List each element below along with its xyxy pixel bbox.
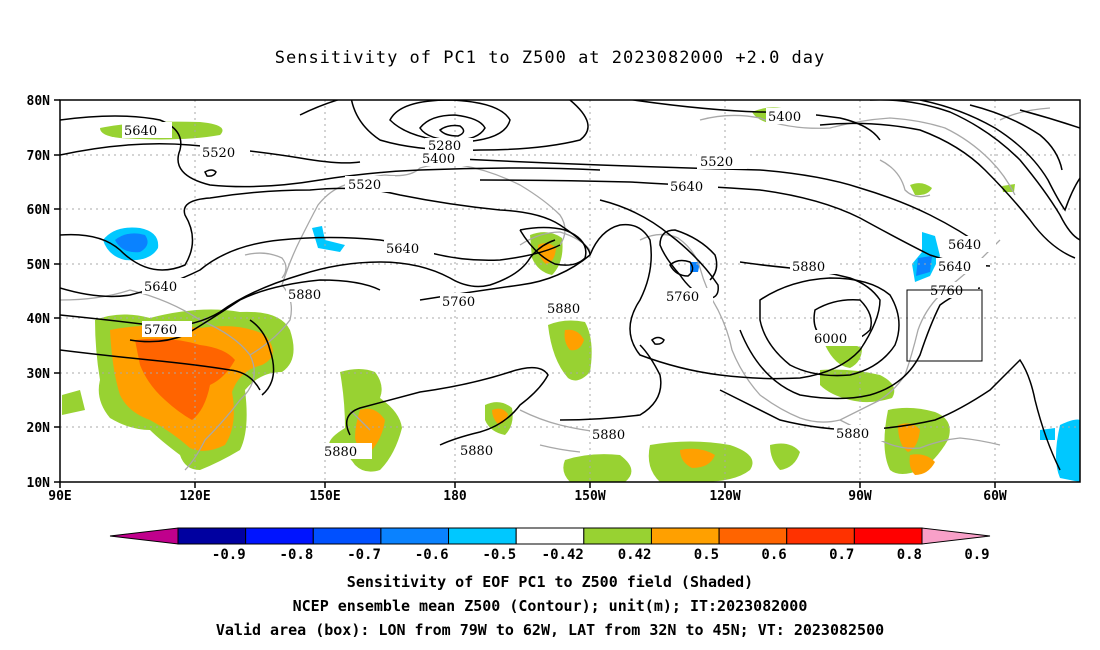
colorbar-box [515,527,585,545]
contour-label: 5520 [348,178,381,193]
lat-label: 20N [27,421,51,436]
contour-label: 6000 [814,332,847,347]
latitude-labels: 80N 70N 60N 50N 40N 30N 20N 10N [27,94,51,491]
colorbar-left-arrow [109,527,179,545]
caption-valid-area: Valid area (box): LON from 79W to 62W, L… [215,621,885,639]
lon-label: 120W [709,489,740,504]
colorbar-label: -0.7 [347,547,381,563]
lon-label: 60W [983,489,1007,504]
contour-label: 5760 [144,323,177,338]
contour-label: 5880 [592,428,625,443]
colorbar-label: 0.8 [897,547,922,563]
map-frame [59,99,1081,483]
shaded-sensitivity [62,107,1080,482]
colorbar-box [786,527,855,545]
lat-label: 10N [27,476,51,491]
colorbar-box [718,527,788,545]
contour-label: 5880 [324,445,357,460]
contour-label: 5880 [547,302,580,317]
colorbar-box [380,527,450,545]
contour-label: 5400 [422,152,455,167]
lon-label: 90E [48,489,71,504]
contour-label: 5760 [666,290,699,305]
colorbar-box [448,527,517,545]
colorbar-box [312,527,382,545]
contour-label: 5640 [938,260,971,275]
contour-label: 5880 [836,427,869,442]
lon-label: 180 [443,489,467,504]
caption-contour: NCEP ensemble mean Z500 (Contour); unit(… [292,597,808,615]
contour-label: 5640 [948,238,981,253]
colorbar-right-arrow [921,527,991,545]
contour-label: 5760 [442,295,475,310]
lon-label: 120E [179,489,210,504]
contour-label: 5520 [700,155,733,170]
lat-label: 70N [27,149,51,164]
colorbar-label: 0.42 [618,547,652,563]
colorbar-label: -0.6 [415,547,449,563]
map-title: Sensitivity of PC1 to Z500 at 2023082000… [274,48,826,68]
colorbar-label: 0.9 [964,547,989,563]
colorbar-label: -0.42 [542,547,584,563]
axis-ticks [54,99,996,488]
lon-label: 150E [309,489,340,504]
valid-area-box [906,289,983,362]
contour-label: 5400 [768,110,801,125]
colorbar-label: 0.6 [761,547,786,563]
colorbar-box [177,527,247,545]
lat-label: 30N [27,367,51,382]
contour-label: 5880 [460,444,493,459]
colorbar-box [245,527,314,545]
lat-label: 40N [27,312,51,327]
longitude-labels: 90E 120E 150E 180 150W 120W 90W 60W [48,489,1007,504]
colorbar-label: 0.7 [829,547,854,563]
caption-shaded: Sensitivity of EOF PC1 to Z500 field (Sh… [346,573,754,591]
contour-label: 5640 [670,180,703,195]
colorbar-label: 0.5 [694,547,719,563]
contour-label: 5520 [202,146,235,161]
contour-label: 5760 [930,284,963,299]
contour-label: 5880 [288,288,321,303]
colorbar-box [853,527,923,545]
contour-label: 5640 [124,124,157,139]
lat-label: 80N [27,94,51,109]
colorbar-label: -0.5 [482,547,516,563]
contour-label: 5640 [144,280,177,295]
colorbar-label: -0.9 [212,547,246,563]
lat-label: 50N [27,258,51,273]
colorbar-box [650,527,720,545]
contour-label: 5640 [386,242,419,257]
contour-label: 5880 [792,260,825,275]
colorbar-label: -0.8 [280,547,314,563]
z500-contours [60,100,1080,471]
colorbar-box [583,527,652,545]
colorbar: -0.9 -0.8 -0.7 -0.6 -0.5 -0.42 0.42 0.5 0.6 0.7 0.… [109,527,991,563]
lon-label: 150W [574,489,605,504]
contour-labels: 5640 5520 5280 5400 5520 5640 5400 5520 … [122,108,996,460]
lat-label: 60N [27,203,51,218]
lon-label: 90W [848,489,872,504]
